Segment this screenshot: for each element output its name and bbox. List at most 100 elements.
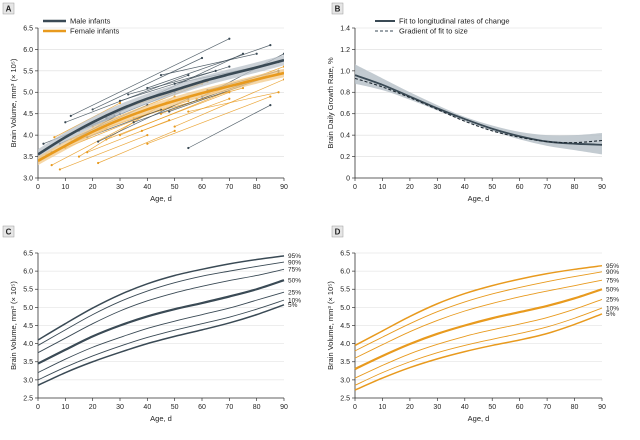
- panel-letter-box: [2, 2, 15, 15]
- panel-letter: B: [335, 5, 341, 14]
- male-point: [173, 82, 176, 85]
- panel-letter-box: [331, 225, 344, 238]
- x-tick-label: 0: [353, 404, 357, 411]
- male-point: [159, 74, 163, 77]
- female-point: [173, 129, 176, 132]
- male-point: [118, 99, 122, 102]
- y-tick-label: 5.5: [23, 287, 33, 294]
- y-tick-label: 6.0: [23, 269, 33, 276]
- female-trajectory: [147, 96, 271, 145]
- x-tick-label: 50: [488, 404, 496, 411]
- y-tick-label: 6.5: [340, 250, 350, 257]
- female-point: [269, 95, 272, 98]
- y-tick-label: 0.8: [340, 90, 350, 97]
- percentile-label: 75%: [606, 277, 619, 284]
- female-point: [173, 125, 176, 128]
- male-trajectory: [147, 44, 271, 89]
- percentile-label: 90%: [288, 259, 301, 266]
- x-tick-label: 80: [571, 184, 579, 191]
- y-tick-label: 0: [346, 175, 350, 182]
- percentile-label: 25%: [606, 297, 619, 304]
- series-line: [38, 71, 284, 162]
- y-tick-label: 1.2: [340, 47, 350, 54]
- y-tick-label: 3.5: [340, 359, 350, 366]
- series-line-dashed: [354, 77, 603, 144]
- male-point: [255, 52, 258, 55]
- y-axis-label: Brain Volume, mm³ (× 10⁵): [9, 58, 18, 147]
- x-tick-label: 30: [116, 184, 124, 191]
- male-trajectory: [128, 70, 216, 95]
- male-trajectory: [92, 57, 203, 110]
- male-trajectory: [160, 53, 257, 76]
- panel-letter: D: [335, 228, 341, 237]
- legend-label: Fit to longitudinal rates of change: [399, 17, 510, 26]
- male-point: [42, 142, 45, 145]
- x-tick-label: 50: [171, 404, 179, 411]
- x-tick-label: 70: [543, 184, 551, 191]
- female-point: [58, 168, 61, 171]
- x-axis-label: Age, d: [468, 414, 490, 423]
- female-point: [282, 65, 284, 68]
- x-tick-label: 60: [198, 404, 206, 411]
- male-point: [187, 74, 190, 77]
- male-point: [200, 56, 204, 60]
- x-tick-label: 40: [143, 184, 151, 191]
- female-trajectory: [51, 121, 134, 166]
- x-tick-label: 20: [89, 404, 97, 411]
- y-tick-label: 4.5: [23, 323, 33, 330]
- legend-label: Gradient of fit to size: [399, 27, 468, 36]
- percentile-line: [37, 299, 285, 381]
- x-tick-label: 80: [571, 404, 579, 411]
- percentile-line: [354, 307, 603, 386]
- y-tick-label: 4.0: [23, 341, 33, 348]
- percentile-line: [354, 264, 603, 347]
- x-tick-label: 60: [516, 184, 524, 191]
- x-tick-label: 20: [406, 404, 414, 411]
- percentile-label: 5%: [606, 311, 616, 318]
- male-trajectory: [70, 38, 230, 117]
- panel-d: D 2.5 3.0 3.5 4.0 4.5 5.0 5.5 6.0 6.5 0 10 20 30 40 50 6…: [326, 225, 619, 423]
- female-point: [140, 129, 143, 132]
- percentile-line: [354, 288, 603, 370]
- y-tick-label: 4.0: [340, 341, 350, 348]
- panel-a: A 3.0 3.5 4.0 4.5 5.0 5.5 6.0 6.5 0 10 20 30 40 50 60 70…: [2, 2, 288, 203]
- y-tick-label: 4.5: [340, 323, 350, 330]
- x-tick-label: 70: [225, 404, 233, 411]
- female-point: [187, 110, 190, 113]
- y-tick-label: 4.0: [23, 133, 33, 140]
- female-point: [146, 142, 149, 145]
- female-point: [105, 138, 108, 141]
- x-tick-label: 70: [225, 184, 233, 191]
- percentile-label: 50%: [288, 277, 301, 284]
- female-point: [77, 155, 81, 158]
- male-point: [64, 121, 67, 124]
- x-tick-label: 90: [280, 404, 288, 411]
- female-point: [241, 86, 245, 90]
- male-point: [187, 146, 190, 150]
- y-tick-label: 3.5: [23, 154, 33, 161]
- percentile-line: [354, 271, 603, 352]
- male-point: [168, 110, 171, 113]
- x-tick-label: 60: [198, 184, 206, 191]
- x-tick-label: 20: [406, 184, 414, 191]
- y-tick-label: 2.5: [23, 395, 33, 402]
- x-axis-label: Age, d: [468, 194, 490, 203]
- x-tick-label: 0: [36, 184, 40, 191]
- y-axis-label: Brain Volume, mm³ (× 10⁵): [9, 281, 18, 370]
- male-trajectory: [97, 98, 189, 142]
- x-tick-label: 40: [143, 404, 151, 411]
- percentile-line: [37, 261, 285, 346]
- percentile-line: [37, 291, 285, 374]
- female-point: [118, 101, 122, 105]
- female-point: [282, 78, 284, 81]
- y-tick-label: 1.4: [340, 25, 350, 32]
- female-trajectory: [97, 130, 175, 164]
- x-tick-label: 60: [516, 404, 524, 411]
- x-tick-label: 0: [36, 404, 40, 411]
- male-point: [228, 37, 231, 40]
- y-tick-label: 5.0: [340, 305, 350, 312]
- x-tick-label: 10: [379, 184, 387, 191]
- x-tick-label: 90: [280, 184, 288, 191]
- x-axis-label: Age, d: [150, 194, 172, 203]
